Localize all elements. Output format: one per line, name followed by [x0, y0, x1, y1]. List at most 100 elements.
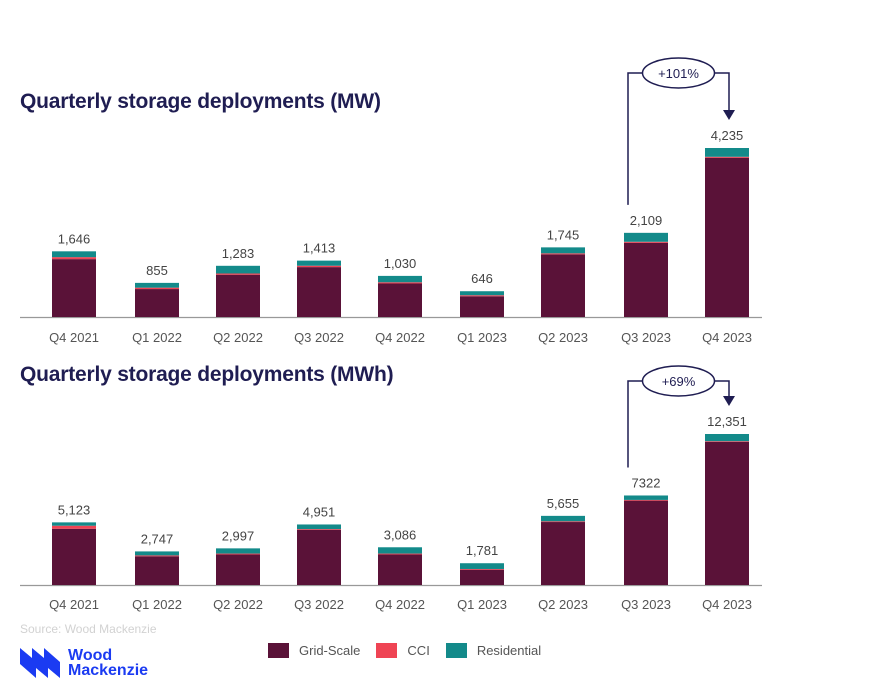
data-label: 1,646 — [58, 231, 91, 246]
x-tick-label: Q2 2023 — [538, 330, 588, 345]
bar-segment-grid-scale — [297, 267, 341, 317]
bar-segment-residential — [705, 434, 749, 442]
chart-title-mw: Quarterly storage deployments (MW) — [20, 90, 381, 113]
bar-segment-residential — [460, 291, 504, 296]
source-note: Source: Wood Mackenzie — [20, 622, 157, 636]
bar-segment-residential — [541, 247, 585, 254]
bar-segment-residential — [378, 547, 422, 554]
bar-segment-cci — [460, 295, 504, 297]
wood-mackenzie-logo: Wood Mackenzie — [20, 648, 149, 679]
x-tick-label: Q3 2022 — [294, 330, 344, 345]
legend-swatch-grid-scale — [268, 643, 289, 658]
bar-segment-cci — [216, 553, 260, 555]
legend-label: Residential — [476, 643, 542, 658]
x-tick-label: Q3 2022 — [294, 597, 344, 612]
annotation-ellipse — [641, 57, 716, 89]
legend-swatch-residential — [445, 643, 467, 658]
annotation-arrowhead — [723, 110, 735, 120]
annotation-arrowhead — [723, 396, 735, 406]
data-label: 2,109 — [630, 213, 663, 228]
bar-segment-grid-scale — [624, 242, 668, 317]
x-tick-label: Q3 2023 — [621, 330, 671, 345]
bar-segment-cci — [378, 553, 422, 555]
x-tick-label: Q4 2023 — [702, 597, 752, 612]
bar-segment-cci — [52, 257, 96, 260]
bar-segment-grid-scale — [705, 441, 749, 585]
annotation-label: +101% — [658, 66, 699, 81]
data-label: 3,086 — [384, 527, 417, 542]
bar-segment-grid-scale — [297, 529, 341, 585]
bar-segment-cci — [378, 282, 422, 284]
data-label: 1,745 — [547, 227, 580, 242]
bar-segment-cci — [297, 265, 341, 268]
bar-segment-cci — [297, 529, 341, 530]
wood-mackenzie-logo-icon — [20, 648, 60, 678]
bar-segment-residential — [216, 548, 260, 554]
bar-segment-grid-scale — [460, 296, 504, 317]
bar-segment-cci — [52, 525, 96, 529]
legend-item-cci: CCI — [376, 643, 430, 658]
bar-segment-cci — [705, 441, 749, 442]
data-label: 5,655 — [547, 496, 580, 511]
legend-swatch-cci — [376, 643, 398, 658]
bar-segment-residential — [378, 275, 422, 283]
bar-segment-cci — [705, 156, 749, 158]
bar-segment-cci — [135, 287, 179, 290]
bar-segment-grid-scale — [52, 528, 96, 585]
bar-segment-grid-scale — [460, 569, 504, 585]
bar-segment-cci — [541, 521, 585, 523]
annotation-ellipse — [641, 365, 716, 397]
bar-segment-grid-scale — [705, 157, 749, 317]
bar-segment-residential — [52, 251, 96, 258]
x-tick-label: Q4 2022 — [375, 597, 425, 612]
x-tick-label: Q1 2023 — [457, 597, 507, 612]
bar-segment-residential — [624, 232, 668, 242]
bar-segment-grid-scale — [541, 254, 585, 317]
bar-segment-residential — [297, 524, 341, 530]
data-label: 4,951 — [303, 504, 336, 519]
bar-segment-residential — [541, 515, 585, 522]
bar-segment-cci — [216, 273, 260, 275]
data-label: 1,283 — [222, 246, 255, 261]
legend-item-residential: Residential — [445, 643, 542, 658]
x-tick-label: Q4 2021 — [49, 330, 99, 345]
bar-segment-cci — [135, 555, 179, 557]
bar-segment-residential — [52, 522, 96, 526]
x-tick-label: Q2 2022 — [213, 330, 263, 345]
data-label: 1,030 — [384, 256, 417, 271]
bar-segment-cci — [541, 253, 585, 255]
data-label: 7322 — [632, 475, 661, 490]
bar-segment-grid-scale — [541, 522, 585, 585]
data-label: 1,781 — [466, 543, 499, 558]
bar-segment-residential — [216, 265, 260, 274]
x-tick-label: Q1 2022 — [132, 330, 182, 345]
data-label: 5,123 — [58, 502, 91, 517]
data-label: 4,235 — [711, 128, 744, 143]
bar-segment-grid-scale — [52, 259, 96, 317]
bar-segment-cci — [460, 568, 504, 570]
bar-segment-residential — [135, 282, 179, 288]
bar-segment-cci — [624, 241, 668, 243]
x-tick-label: Q1 2023 — [457, 330, 507, 345]
legend-label: CCI — [407, 643, 430, 658]
chart-title-mwh: Quarterly storage deployments (MWh) — [20, 363, 394, 386]
x-tick-label: Q4 2023 — [702, 330, 752, 345]
legend-item-grid-scale: Grid-Scale — [268, 643, 360, 658]
x-tick-label: Q3 2023 — [621, 597, 671, 612]
x-tick-label: Q1 2022 — [132, 597, 182, 612]
data-label: 2,747 — [141, 531, 174, 546]
annotation-label: +69% — [662, 374, 696, 389]
data-label: 646 — [471, 271, 493, 286]
bar-segment-grid-scale — [378, 554, 422, 585]
bar-segment-grid-scale — [216, 274, 260, 317]
x-tick-label: Q4 2022 — [375, 330, 425, 345]
logo-line2: Mackenzie — [68, 662, 149, 679]
bar-segment-grid-scale — [216, 554, 260, 585]
x-tick-label: Q4 2021 — [49, 597, 99, 612]
bar-segment-grid-scale — [135, 289, 179, 317]
bar-segment-grid-scale — [624, 500, 668, 585]
bar-segment-residential — [624, 495, 668, 500]
bar-segment-residential — [135, 551, 179, 556]
bar-segment-grid-scale — [135, 556, 179, 585]
